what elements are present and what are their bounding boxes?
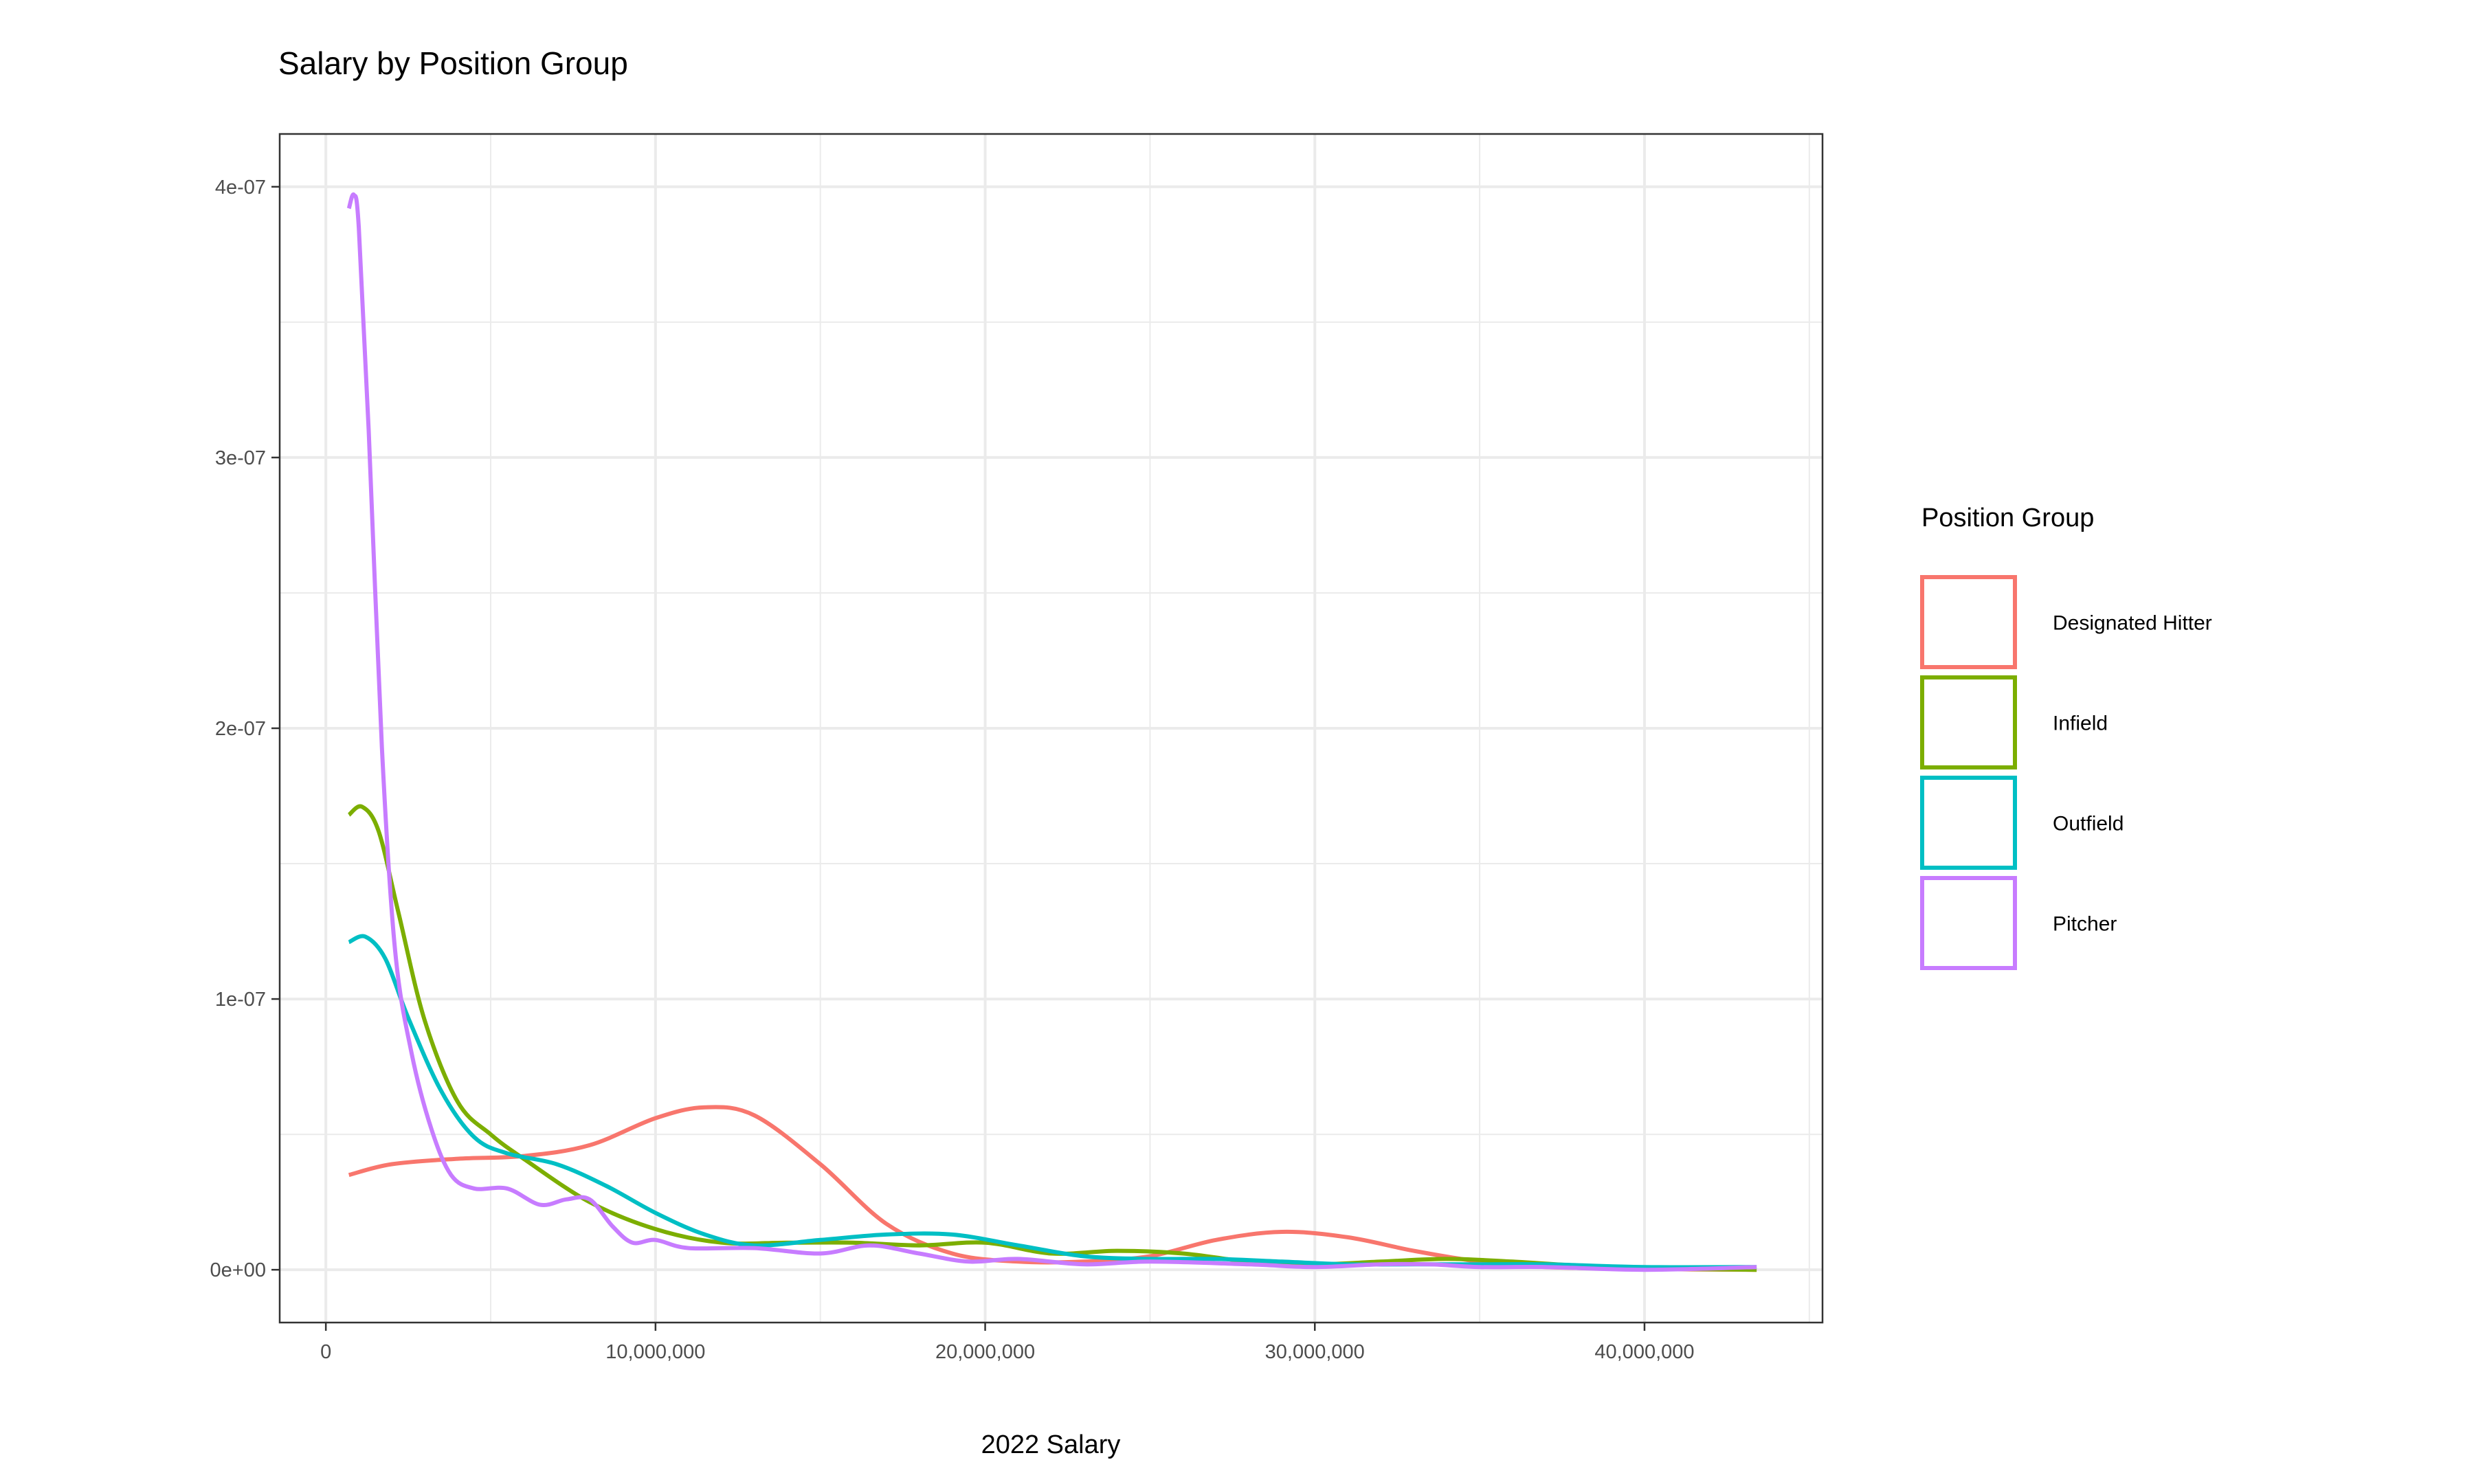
y-tick-label: 3e-07: [215, 447, 266, 469]
legend-label: Infield: [2053, 712, 2108, 735]
x-tick-label: 30,000,000: [1265, 1341, 1365, 1363]
legend-key-designated-hitter: [1920, 575, 2017, 669]
legend-label: Pitcher: [2053, 913, 2117, 936]
legend-key-infield: [1920, 675, 2017, 769]
grid-major: [280, 134, 1823, 1323]
y-axis: 0e+00 1e-07 2e-07 3e-07 4e-07: [210, 177, 280, 1281]
x-tick-label: 0: [320, 1341, 331, 1363]
x-tick-label: 40,000,000: [1594, 1341, 1694, 1363]
y-tick-label: 4e-07: [215, 177, 266, 199]
grid-minor: [280, 134, 1823, 1323]
legend-items: Designated Hitter Infield Outfield Pitcher: [1920, 575, 2212, 970]
y-tick-label: 0e+00: [210, 1259, 266, 1281]
x-tick-label: 20,000,000: [935, 1341, 1035, 1363]
legend-item-pitcher: Pitcher: [1920, 876, 2117, 970]
legend-item-infield: Infield: [1920, 675, 2108, 769]
legend-title: Position Group: [1921, 504, 2094, 532]
series-line-pitcher: [346, 192, 1757, 1272]
legend-key-pitcher: [1920, 876, 2017, 970]
series-group: [346, 192, 1757, 1272]
y-tick-label: 2e-07: [215, 718, 266, 740]
legend-label: Designated Hitter: [2053, 612, 2212, 635]
series-line-infield: [347, 804, 1757, 1272]
x-axis-title: 2022 Salary: [981, 1430, 1121, 1459]
chart-title: Salary by Position Group: [278, 45, 628, 81]
x-tick-label: 10,000,000: [605, 1341, 705, 1363]
legend-key-outfield: [1920, 776, 2017, 870]
y-tick-label: 1e-07: [215, 989, 266, 1011]
legend-item-outfield: Outfield: [1920, 776, 2124, 870]
x-axis: 0 10,000,000 20,000,000 30,000,000 40,000,00…: [320, 1323, 1695, 1363]
plot-panel: [278, 133, 1824, 1324]
legend-item-designated-hitter: Designated Hitter: [1920, 575, 2212, 669]
legend-label: Outfield: [2053, 813, 2124, 835]
legend: Position Group Designated Hitter Infield O…: [1920, 504, 2212, 970]
